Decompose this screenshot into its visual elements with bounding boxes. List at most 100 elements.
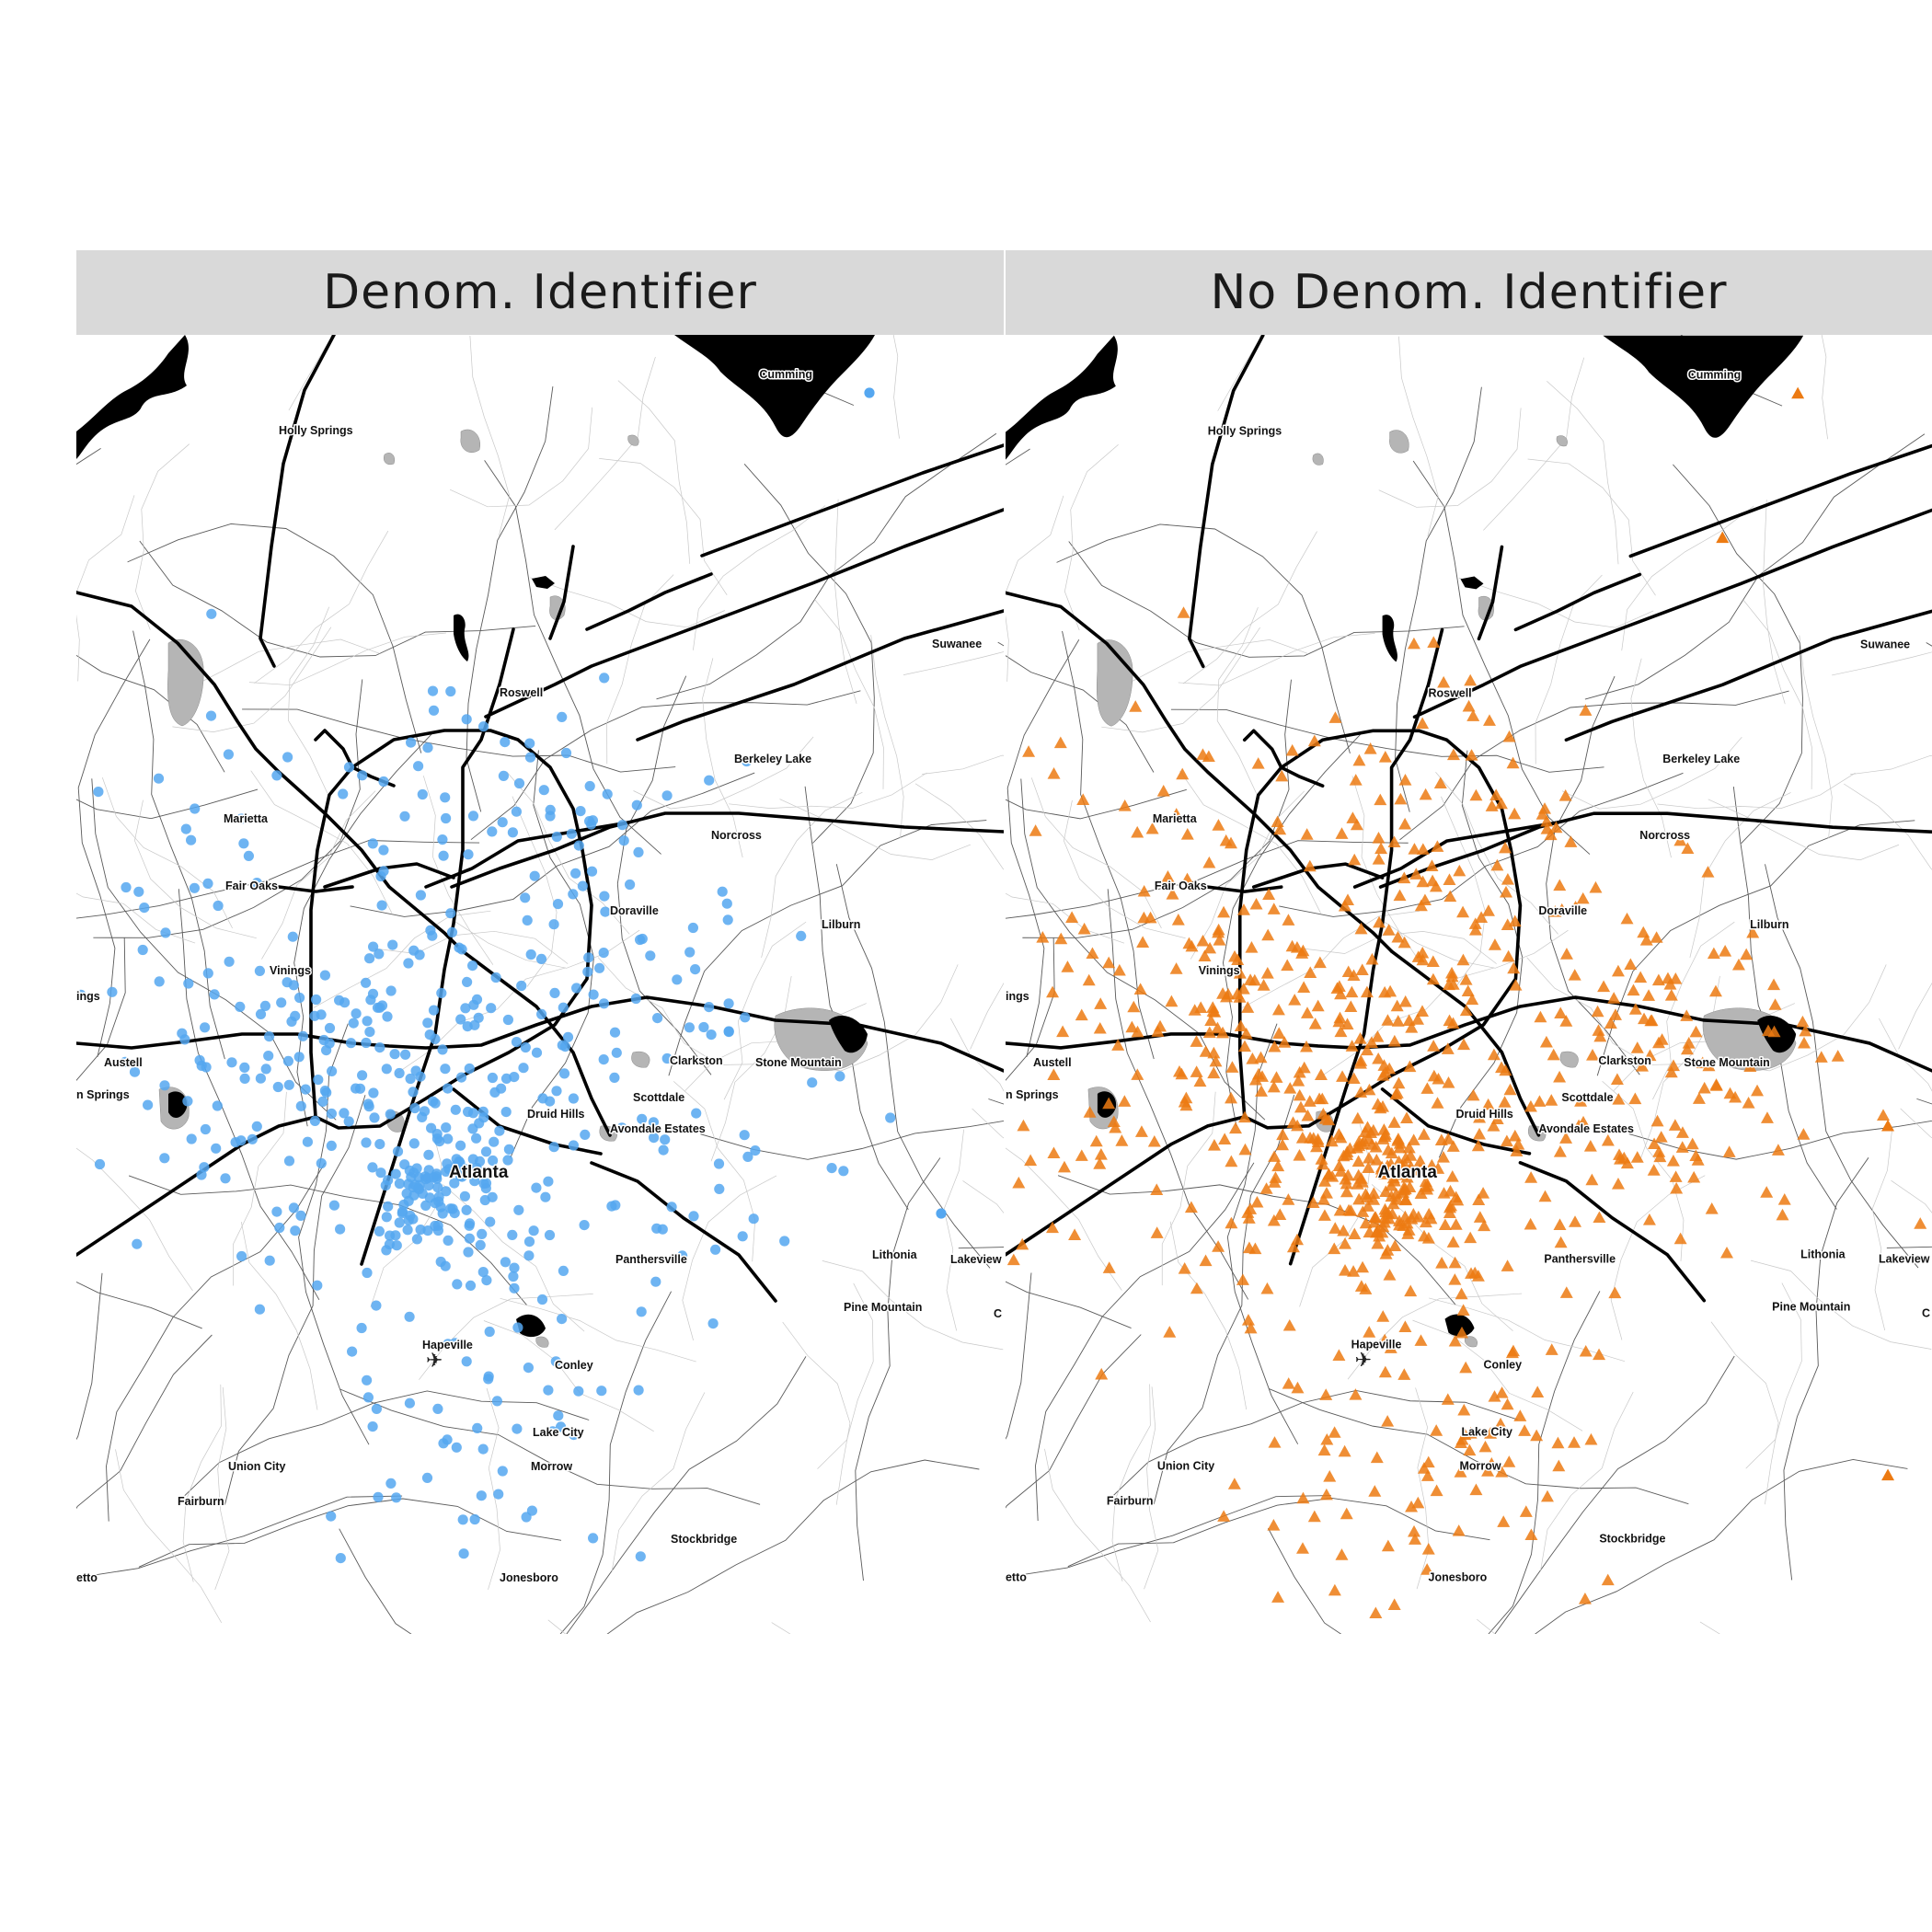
point-triangle bbox=[1796, 1015, 1810, 1028]
point-triangle bbox=[1363, 1083, 1376, 1096]
point-circle bbox=[361, 1137, 372, 1148]
point-triangle bbox=[1198, 949, 1212, 961]
point-triangle bbox=[1449, 1218, 1463, 1230]
point-triangle bbox=[1076, 793, 1090, 805]
point-circle bbox=[378, 776, 389, 788]
point-triangle bbox=[1248, 1242, 1262, 1255]
point-triangle bbox=[1404, 1149, 1418, 1161]
point-circle bbox=[415, 1225, 426, 1236]
local-street bbox=[419, 1294, 593, 1380]
point-triangle bbox=[1029, 824, 1042, 836]
point-triangle bbox=[1445, 970, 1459, 983]
point-triangle bbox=[1664, 1065, 1678, 1078]
point-triangle bbox=[1914, 1217, 1927, 1229]
point-triangle bbox=[1426, 972, 1440, 985]
place-label-marietta: Marietta bbox=[224, 812, 269, 825]
point-triangle bbox=[1229, 1121, 1242, 1134]
point-triangle bbox=[1259, 1182, 1273, 1194]
point-triangle bbox=[1559, 1132, 1573, 1144]
point-circle bbox=[364, 1027, 375, 1038]
local-street bbox=[182, 1384, 222, 1582]
point-circle bbox=[742, 755, 753, 767]
point-circle bbox=[465, 1280, 477, 1291]
point-circle bbox=[464, 1233, 475, 1244]
place-label-lake-city: Lake City bbox=[533, 1426, 584, 1439]
place-label-norcross: Norcross bbox=[711, 829, 762, 842]
point-triangle bbox=[1184, 1201, 1198, 1213]
minor-road bbox=[128, 1175, 527, 1305]
point-triangle bbox=[1402, 1141, 1416, 1154]
highway bbox=[1628, 443, 1932, 558]
local-street bbox=[288, 606, 330, 794]
point-circle bbox=[461, 1356, 472, 1367]
point-circle bbox=[633, 846, 644, 858]
point-circle bbox=[461, 714, 472, 725]
local-street bbox=[606, 574, 674, 765]
point-circle bbox=[698, 1021, 709, 1033]
minor-road bbox=[1035, 1162, 1255, 1522]
point-circle bbox=[239, 1062, 250, 1073]
place-label-etto: etto bbox=[76, 1571, 98, 1584]
point-circle bbox=[347, 1346, 358, 1357]
point-triangle bbox=[1372, 853, 1386, 865]
point-circle bbox=[548, 919, 559, 930]
point-triangle bbox=[1740, 948, 1754, 960]
place-label-lake-city: Lake City bbox=[1462, 1426, 1513, 1439]
point-triangle bbox=[1311, 1135, 1325, 1147]
point-triangle bbox=[1477, 1187, 1490, 1199]
point-triangle bbox=[1707, 947, 1720, 960]
point-circle bbox=[202, 878, 213, 890]
point-triangle bbox=[1333, 1011, 1347, 1024]
point-circle bbox=[596, 1386, 607, 1397]
point-triangle bbox=[1401, 1227, 1415, 1239]
point-triangle bbox=[1017, 1119, 1030, 1132]
park-area bbox=[627, 434, 639, 446]
local-street bbox=[892, 335, 900, 439]
point-triangle bbox=[1639, 934, 1653, 946]
point-circle bbox=[507, 1229, 518, 1240]
point-triangle bbox=[1086, 947, 1099, 960]
point-circle bbox=[413, 761, 424, 772]
lake bbox=[674, 335, 875, 438]
point-triangle bbox=[1016, 1237, 1029, 1250]
map-area[interactable]: ✈ Cumming Holly Springs Roswell Suwanee Berke… bbox=[76, 335, 1004, 1634]
place-label-cumming: Cumming bbox=[759, 368, 812, 381]
minor-road bbox=[76, 1272, 103, 1441]
point-triangle bbox=[1490, 858, 1504, 871]
point-triangle bbox=[1165, 995, 1179, 1007]
point-triangle bbox=[1268, 1150, 1282, 1162]
point-triangle bbox=[1449, 1190, 1463, 1203]
point-triangle bbox=[1608, 1286, 1622, 1299]
point-triangle bbox=[1225, 1061, 1239, 1073]
place-label-berkeley-lake: Berkeley Lake bbox=[734, 753, 811, 765]
point-circle bbox=[706, 1029, 717, 1041]
local-street bbox=[834, 499, 857, 704]
point-triangle bbox=[1115, 1134, 1129, 1146]
point-triangle bbox=[1163, 1326, 1177, 1338]
point-circle bbox=[690, 964, 701, 975]
minor-road bbox=[566, 1356, 807, 1634]
point-triangle bbox=[1347, 1265, 1361, 1277]
point-circle bbox=[351, 1008, 362, 1019]
point-triangle bbox=[1271, 1159, 1285, 1172]
point-circle bbox=[436, 987, 447, 998]
point-triangle bbox=[1630, 1041, 1644, 1053]
point-triangle bbox=[1419, 1180, 1432, 1192]
point-circle bbox=[381, 1212, 392, 1223]
point-circle bbox=[441, 1122, 452, 1133]
point-circle bbox=[422, 1018, 433, 1029]
point-circle bbox=[282, 752, 293, 763]
place-label-doraville: Doraville bbox=[610, 904, 659, 917]
point-circle bbox=[259, 1000, 270, 1011]
point-circle bbox=[200, 1022, 211, 1033]
point-triangle bbox=[1238, 1040, 1251, 1052]
point-circle bbox=[443, 1083, 454, 1094]
point-triangle bbox=[1196, 934, 1210, 947]
point-triangle bbox=[1400, 1170, 1414, 1183]
park-area bbox=[1478, 595, 1494, 621]
point-triangle bbox=[1422, 1207, 1436, 1220]
minor-road bbox=[743, 464, 875, 844]
map-area[interactable]: ✈ Cumming Holly Springs Roswell Suwanee Berke… bbox=[1006, 335, 1932, 1634]
point-circle bbox=[473, 1012, 484, 1023]
point-circle bbox=[864, 387, 875, 398]
